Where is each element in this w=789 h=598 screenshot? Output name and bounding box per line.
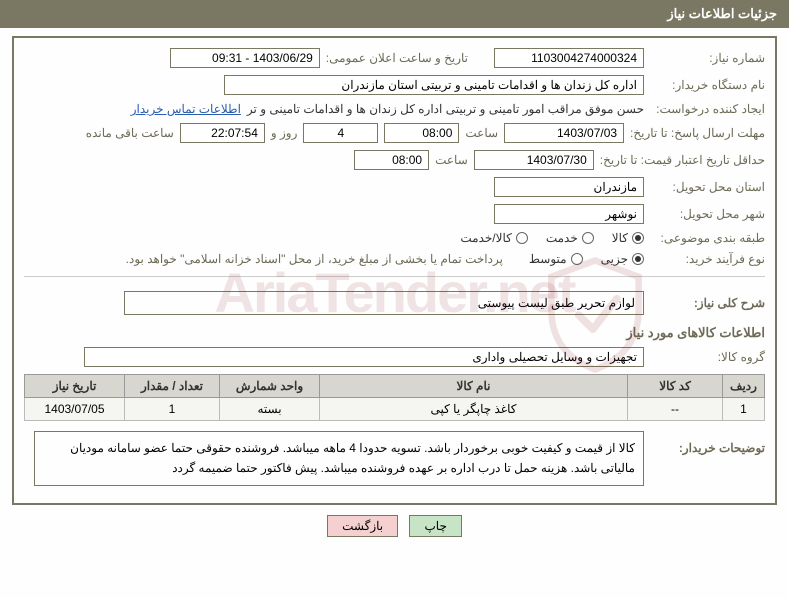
- buyer-org-field: اداره کل زندان ها و اقدامات تامینی و ترب…: [224, 75, 644, 95]
- content-frame: شماره نیاز: 1103004274000324 تاریخ و ساع…: [12, 36, 777, 505]
- validity-date-field: 1403/07/30: [474, 150, 594, 170]
- th-qty: تعداد / مقدار: [125, 375, 220, 398]
- announce-label: تاریخ و ساعت اعلان عمومی:: [326, 51, 468, 65]
- th-unit: واحد شمارش: [220, 375, 320, 398]
- print-button[interactable]: چاپ: [409, 515, 461, 537]
- requester-value: حسن موفق مراقب امور تامینی و تربیتی ادار…: [247, 102, 644, 116]
- deadline-date-field: 1403/07/03: [504, 123, 624, 143]
- td-unit: بسته: [220, 398, 320, 421]
- requester-label: ایجاد کننده درخواست:: [650, 102, 765, 116]
- category-radio-group: کالا خدمت کالا/خدمت: [460, 231, 644, 245]
- radio-both-label: کالا/خدمت: [460, 231, 511, 245]
- th-name: نام کالا: [320, 375, 628, 398]
- table-row: 1 -- کاغذ چاپگر یا کپی بسته 1 1403/07/05: [25, 398, 765, 421]
- page-header: جزئیات اطلاعات نیاز: [0, 0, 789, 28]
- items-table: ردیف کد کالا نام کالا واحد شمارش تعداد /…: [24, 374, 765, 421]
- td-date: 1403/07/05: [25, 398, 125, 421]
- td-row: 1: [723, 398, 765, 421]
- city-field: نوشهر: [494, 204, 644, 224]
- time-label-2: ساعت: [435, 153, 468, 167]
- days-and-label: روز و: [271, 126, 298, 140]
- deadline-label: مهلت ارسال پاسخ: تا تاریخ:: [630, 126, 765, 140]
- button-row: چاپ بازگشت: [0, 515, 789, 537]
- radio-goods[interactable]: [632, 232, 644, 244]
- announce-field: 1403/06/29 - 09:31: [170, 48, 320, 68]
- remaining-label: ساعت باقی مانده: [86, 126, 174, 140]
- radio-small[interactable]: [632, 253, 644, 265]
- contact-link[interactable]: اطلاعات تماس خریدار: [131, 102, 241, 116]
- th-code: کد کالا: [628, 375, 723, 398]
- back-button[interactable]: بازگشت: [327, 515, 398, 537]
- payment-note: پرداخت تمام یا بخشی از مبلغ خرید، از محل…: [126, 252, 503, 266]
- radio-service-label: خدمت: [546, 231, 578, 245]
- radio-both[interactable]: [516, 232, 528, 244]
- td-name: کاغذ چاپگر یا کپی: [320, 398, 628, 421]
- validity-time-field: 08:00: [354, 150, 429, 170]
- overview-field: لوازم تحریر طبق لیست پیوستی: [124, 291, 644, 315]
- group-field: تجهیزات و وسایل تحصیلی واداری: [84, 347, 644, 367]
- td-qty: 1: [125, 398, 220, 421]
- time-label-1: ساعت: [465, 126, 498, 140]
- buyer-org-label: نام دستگاه خریدار:: [650, 78, 765, 92]
- radio-service[interactable]: [582, 232, 594, 244]
- province-label: استان محل تحویل:: [650, 180, 765, 194]
- group-label: گروه کالا:: [650, 350, 765, 364]
- items-section-title: اطلاعات کالاهای مورد نیاز: [24, 325, 765, 341]
- th-row: ردیف: [723, 375, 765, 398]
- radio-small-label: جزیی: [601, 252, 628, 266]
- overview-label: شرح کلی نیاز:: [650, 296, 765, 310]
- radio-goods-label: کالا: [612, 231, 628, 245]
- validity-label: حداقل تاریخ اعتبار قیمت: تا تاریخ:: [600, 153, 765, 167]
- radio-medium-label: متوسط: [529, 252, 567, 266]
- city-label: شهر محل تحویل:: [650, 207, 765, 221]
- td-code: --: [628, 398, 723, 421]
- category-label: طبقه بندی موضوعی:: [650, 231, 765, 245]
- countdown-field: 22:07:54: [180, 123, 265, 143]
- deadline-time-field: 08:00: [384, 123, 459, 143]
- province-field: مازندران: [494, 177, 644, 197]
- buyer-notes-box: کالا از قیمت و کیفیت خوبی برخوردار باشد.…: [34, 431, 644, 486]
- radio-medium[interactable]: [571, 253, 583, 265]
- need-number-field: 1103004274000324: [494, 48, 644, 68]
- buyer-notes-label: توضیحات خریدار:: [650, 431, 765, 455]
- days-count-field: 4: [303, 123, 378, 143]
- process-label: نوع فرآیند خرید:: [650, 252, 765, 266]
- process-radio-group: جزیی متوسط: [529, 252, 644, 266]
- header-title: جزئیات اطلاعات نیاز: [667, 6, 777, 21]
- th-date: تاریخ نیاز: [25, 375, 125, 398]
- need-number-label: شماره نیاز:: [650, 51, 765, 65]
